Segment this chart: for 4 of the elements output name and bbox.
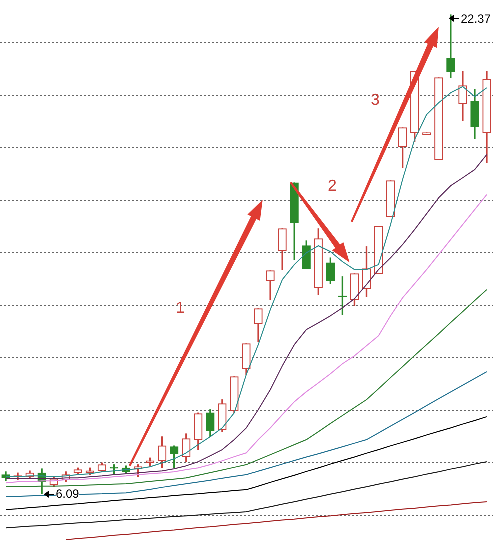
annotation: 22.37: [461, 12, 492, 26]
annotation: 1: [176, 300, 185, 318]
annotation: 3: [371, 92, 380, 110]
annotation: 2: [328, 178, 337, 196]
